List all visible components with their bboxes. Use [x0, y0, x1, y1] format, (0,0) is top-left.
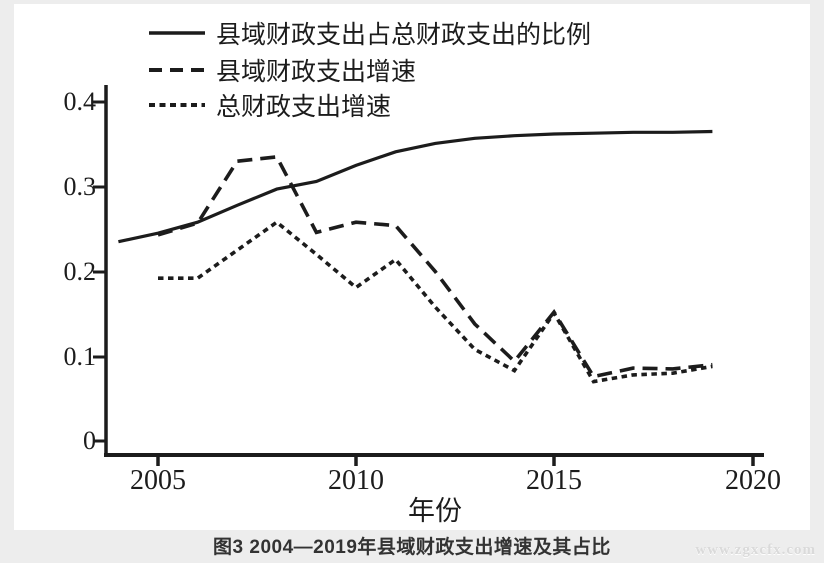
plot-lines-group	[118, 129, 713, 384]
y-tick-label-0.1: 0.1	[63, 342, 97, 371]
y-tick-label-0: 0	[83, 426, 96, 455]
legend-label-county-growth: 县域财政支出增速	[216, 59, 417, 86]
y-tick-label-0.2: 0.2	[63, 257, 97, 286]
y-tick-label-0.4: 0.4	[63, 87, 97, 116]
legend-item-ratio: 县域财政支出占总财政支出的比例	[148, 16, 591, 50]
caption-bar: 图3 2004—2019年县域财政支出增速及其占比 www.zgxcfx.com	[0, 530, 824, 563]
series-line-dotted	[158, 219, 713, 384]
legend-dotted-line-icon	[149, 103, 205, 107]
figure-caption: 图3 2004—2019年县域财政支出增速及其占比	[213, 537, 611, 558]
y-tick-label-0.3: 0.3	[63, 172, 97, 201]
x-tick-label-2005: 2005	[130, 465, 186, 496]
x-tick-label-2010: 2010	[328, 465, 384, 496]
legend-label-ratio: 县域财政支出占总财政支出的比例	[216, 22, 592, 49]
x-tick-label-2015: 2015	[526, 465, 582, 496]
watermark-text: www.zgxcfx.com	[695, 542, 816, 558]
series-line-solid	[118, 129, 713, 244]
x-axis-title: 年份	[408, 496, 462, 526]
chart-panel	[14, 4, 810, 530]
legend-item-total-growth: 总财政支出增速	[148, 88, 391, 122]
legend-item-county-growth: 县域财政支出增速	[148, 53, 416, 87]
legend-dashed-line-icon	[149, 68, 205, 72]
series-line-dashed	[157, 154, 713, 379]
legend-label-total-growth: 总财政支出增速	[216, 94, 392, 121]
x-tick-label-2020: 2020	[725, 465, 781, 496]
legend-solid-line-icon	[149, 31, 205, 35]
